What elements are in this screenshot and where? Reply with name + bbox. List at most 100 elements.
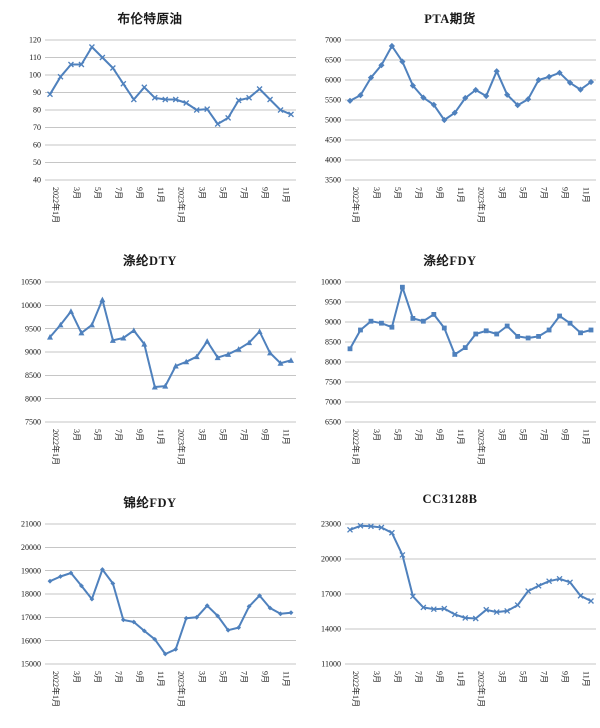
x-tick-label: 5月 (393, 187, 402, 199)
data-point-marker (399, 284, 405, 290)
data-point-marker (483, 328, 489, 334)
x-tick-label: 11月 (282, 187, 291, 203)
y-tick-label: 15000 (21, 660, 41, 669)
data-point-marker (483, 606, 490, 613)
data-point-marker (225, 351, 232, 357)
data-point-marker (194, 614, 200, 620)
y-tick-label: 9000 (325, 318, 341, 327)
x-tick-label: 11月 (456, 429, 465, 445)
x-tick-label: 9月 (261, 429, 270, 441)
y-tick-label: 50 (33, 158, 41, 167)
data-point-marker (546, 327, 552, 333)
x-tick-label: 2023年1月 (477, 429, 487, 465)
x-tick-label: 3月 (198, 429, 207, 441)
x-tick-label: 9月 (135, 187, 144, 199)
chart-panel-polyester-dty: 涤纶DTY 7500 8000 8500 9000 9500 10000 10500 2022… (0, 242, 300, 484)
series-line (49, 298, 292, 388)
data-point-marker (235, 97, 242, 104)
data-point-marker (441, 116, 448, 124)
x-tick-label: 3月 (198, 671, 207, 683)
data-point-marker (288, 357, 294, 363)
data-point-marker (288, 111, 294, 118)
x-tick-label: 2023年1月 (477, 187, 487, 223)
x-tick-label: 2022年1月 (51, 671, 61, 707)
data-point-marker (409, 82, 416, 89)
x-tick-label: 7月 (540, 429, 549, 441)
data-point-marker (556, 69, 563, 76)
x-tick-label: 11月 (456, 671, 465, 687)
x-tick-label: 9月 (435, 429, 444, 441)
data-point-marker (47, 91, 53, 98)
x-tick-label: 5月 (93, 187, 102, 199)
y-tick-label: 90 (33, 88, 41, 97)
data-point-marker (588, 598, 594, 604)
data-point-marker (577, 86, 584, 93)
data-point-marker (246, 603, 252, 609)
x-tick-label: 3月 (498, 429, 507, 441)
x-tick-label: 2023年1月 (177, 187, 187, 223)
x-tick-label: 5月 (93, 429, 102, 441)
data-point-marker (410, 316, 416, 321)
x-tick-label: 2022年1月 (51, 187, 61, 223)
data-point-marker (110, 581, 116, 586)
x-tick-label: 7月 (114, 429, 123, 441)
y-tick-label: 8500 (25, 371, 41, 380)
data-point-marker (357, 522, 364, 529)
data-point-marker (277, 107, 284, 113)
y-tick-label: 8500 (325, 338, 341, 347)
data-point-marker (235, 346, 242, 352)
data-point-marker (257, 593, 262, 599)
y-tick-label: 7500 (25, 418, 41, 427)
data-point-marker (451, 109, 458, 116)
y-tick-label: 60 (33, 141, 41, 150)
x-tick-label: 2022年1月 (351, 671, 361, 707)
data-point-marker (225, 627, 231, 633)
data-point-marker (288, 610, 294, 616)
data-point-marker (204, 338, 211, 344)
y-tick-label: 10500 (21, 278, 41, 287)
y-tick-label: 110 (29, 53, 41, 62)
x-tick-label: 5月 (519, 429, 528, 441)
data-point-marker (57, 73, 64, 80)
data-point-marker (494, 331, 500, 337)
data-point-marker (399, 551, 406, 558)
data-point-marker (452, 352, 458, 357)
data-point-marker (368, 318, 374, 324)
y-tick-label: 6000 (325, 76, 341, 85)
y-tick-label: 9500 (325, 298, 341, 307)
x-tick-label: 7月 (240, 187, 249, 199)
data-point-marker (545, 73, 553, 80)
data-point-marker (378, 62, 385, 69)
data-point-marker (214, 354, 221, 361)
data-point-marker (493, 68, 500, 75)
data-point-marker (162, 96, 169, 103)
data-point-marker (535, 582, 542, 589)
data-point-marker (215, 613, 221, 619)
x-tick-label: 3月 (72, 671, 81, 683)
data-point-marker (173, 646, 179, 652)
y-tick-label: 6500 (325, 56, 341, 65)
line-chart-brent-crude: 40 50 60 70 80 90 100 110 120 2022年1月 3月 5月 7月 9月 11月 2… (29, 36, 296, 223)
data-point-marker (109, 65, 116, 71)
series-line (349, 524, 592, 620)
y-tick-label: 19000 (21, 566, 41, 575)
x-tick-label: 9月 (261, 187, 270, 199)
x-tick-label: 2022年1月 (351, 187, 361, 223)
data-point-marker (88, 44, 95, 50)
x-tick-label: 7月 (240, 671, 249, 683)
chart-title-brent-crude: 布伦特原油 (117, 12, 183, 26)
y-tick-label: 4000 (325, 156, 341, 165)
x-tick-label: 7月 (414, 187, 423, 199)
data-point-marker (462, 345, 468, 350)
data-point-marker (47, 578, 53, 584)
data-point-marker (204, 106, 211, 113)
y-tick-label: 8000 (325, 358, 341, 367)
y-tick-label: 7000 (325, 36, 341, 45)
data-point-marker (278, 611, 283, 617)
data-point-marker (525, 335, 531, 341)
data-point-marker (68, 570, 74, 576)
x-tick-label: 9月 (561, 187, 570, 199)
data-point-marker (346, 97, 354, 104)
data-point-marker (246, 94, 253, 101)
